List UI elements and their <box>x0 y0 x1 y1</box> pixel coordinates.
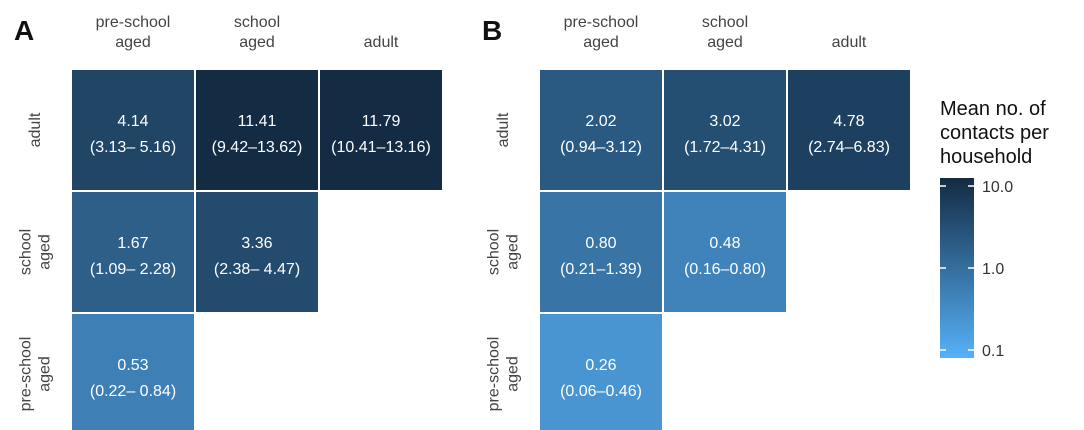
cell-rect <box>72 192 194 312</box>
cell-ci-label: (1.72–4.31) <box>684 139 766 156</box>
cell-value-label: 1.67 <box>117 235 148 252</box>
cell-rect <box>72 70 194 190</box>
column-header-adult: adult <box>364 34 399 51</box>
cell-ci-label: (0.06–0.46) <box>560 383 642 400</box>
heatmap-cell: 0.48 (0.16–0.80) <box>664 192 786 312</box>
heatmap-cell: 4.78 (2.74–6.83) <box>788 70 910 190</box>
cell-value-label: 3.02 <box>709 113 740 130</box>
heatmap-cell: 11.79 (10.41–13.16) <box>320 70 442 190</box>
column-header-school-aged: school aged <box>702 14 748 51</box>
cell-ci-label: (2.38– 4.47) <box>214 261 300 278</box>
cell-value-label: 0.48 <box>709 235 740 252</box>
legend-tick-label: 0.1 <box>982 343 1004 360</box>
cell-rect <box>540 314 662 430</box>
heatmap-cell: 3.02 (1.72–4.31) <box>664 70 786 190</box>
cell-value-label: 3.36 <box>241 235 272 252</box>
cell-value-label: 2.02 <box>585 113 616 130</box>
cell-ci-label: (0.16–0.80) <box>684 261 766 278</box>
cell-ci-label: (1.09– 2.28) <box>90 261 176 278</box>
cell-ci-label: (2.74–6.83) <box>808 139 890 156</box>
heatmap-cell: 3.36 (2.38– 4.47) <box>196 192 318 312</box>
cell-value-label: 4.78 <box>833 113 864 130</box>
legend-tick-label: 1.0 <box>982 261 1004 278</box>
heatmap-cell: 11.41 (9.42–13.62) <box>196 70 318 190</box>
cell-rect <box>540 192 662 312</box>
color-legend: Mean no. of contacts per household 10.0 1.0 0… <box>940 98 1049 360</box>
row-header-adult: adult <box>27 112 44 147</box>
heatmap-cell: 1.67 (1.09– 2.28) <box>72 192 194 312</box>
row-header-adult: adult <box>495 112 512 147</box>
cell-rect <box>788 70 910 190</box>
cell-ci-label: (0.22– 0.84) <box>90 383 176 400</box>
column-header-pre-school-aged: pre-school aged <box>564 14 639 51</box>
heatmap-cell: 2.02 (0.94–3.12) <box>540 70 662 190</box>
column-header-school-aged: school aged <box>234 14 280 51</box>
heatmap-cell: 0.53 (0.22– 0.84) <box>72 314 194 430</box>
cell-value-label: 11.41 <box>238 113 277 130</box>
heatmap-cell: 0.80 (0.21–1.39) <box>540 192 662 312</box>
cell-ci-label: (3.13– 5.16) <box>90 139 176 156</box>
heatmap-cell: 0.26 (0.06–0.46) <box>540 314 662 430</box>
cell-rect <box>320 70 442 190</box>
heatmap-cell: 4.14 (3.13– 5.16) <box>72 70 194 190</box>
cell-value-label: 0.53 <box>117 357 148 374</box>
cell-rect <box>196 192 318 312</box>
cell-ci-label: (10.41–13.16) <box>331 139 431 156</box>
cell-rect <box>664 192 786 312</box>
column-header-pre-school-aged: pre-school aged <box>96 14 171 51</box>
row-header-pre-school-aged: pre-school aged <box>18 337 54 412</box>
cell-ci-label: (0.21–1.39) <box>560 261 642 278</box>
cell-value-label: 0.80 <box>585 235 616 252</box>
row-header-pre-school-aged: pre-school aged <box>486 337 522 412</box>
panel-label: A <box>14 15 34 46</box>
cell-ci-label: (9.42–13.62) <box>212 139 303 156</box>
column-header-adult: adult <box>832 34 867 51</box>
cell-value-label: 11.79 <box>362 113 401 130</box>
panel-label: B <box>482 15 502 46</box>
legend-title: Mean no. of contacts per household <box>940 98 1049 168</box>
cell-rect <box>196 70 318 190</box>
row-header-school-aged: school aged <box>486 229 522 275</box>
cell-rect <box>540 70 662 190</box>
legend-tick-label: 10.0 <box>982 179 1013 196</box>
row-header-school-aged: school aged <box>18 229 54 275</box>
cell-value-label: 4.14 <box>117 113 148 130</box>
cell-value-label: 0.26 <box>585 357 616 374</box>
cell-rect <box>664 70 786 190</box>
cell-ci-label: (0.94–3.12) <box>560 139 642 156</box>
cell-rect <box>72 314 194 430</box>
